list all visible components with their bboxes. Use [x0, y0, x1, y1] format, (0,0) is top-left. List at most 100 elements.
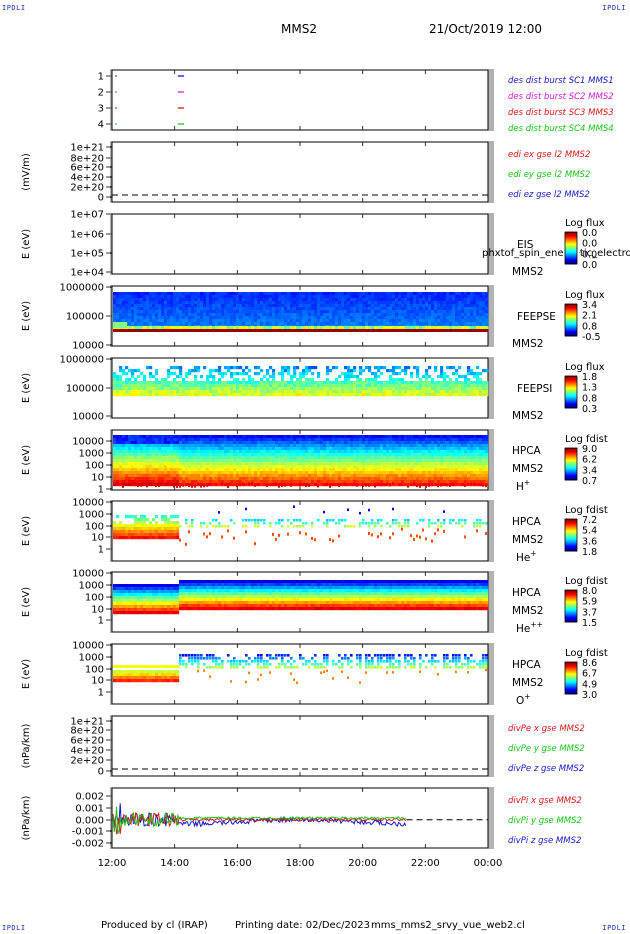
heatmap-cell: [179, 387, 183, 391]
heatmap-cell: [425, 387, 429, 391]
heatmap-cell: [164, 456, 168, 460]
heatmap-cell: [161, 387, 165, 391]
heatmap-cell: [482, 326, 486, 330]
heatmap-cell: [149, 319, 153, 323]
heatmap-cell: [473, 322, 477, 326]
heatmap-cell: [347, 366, 351, 370]
colorbar-cell: [565, 393, 577, 395]
heatmap-cell: [182, 301, 186, 305]
heatmap-cell: [428, 295, 432, 299]
heatmap-cell: [293, 322, 297, 326]
heatmap-cell: [347, 372, 351, 376]
colorbar-cell: [565, 232, 577, 234]
heatmap-cell: [485, 292, 489, 296]
heatmap-cell: [374, 477, 378, 481]
heatmap-cell: [215, 482, 217, 486]
heatmap-cell: [143, 301, 147, 305]
heatmap-cell: [236, 474, 240, 478]
heatmap-cell: [365, 378, 369, 382]
heatmap-cell: [299, 307, 303, 311]
heatmap-cell: [224, 366, 228, 370]
heatmap-cell: [485, 322, 489, 326]
heatmap-cell: [482, 387, 486, 391]
heatmap-cell: [455, 369, 459, 373]
heatmap-cell: [287, 322, 291, 326]
heatmap-cell: [341, 390, 345, 394]
heatmap-cell: [128, 447, 132, 451]
heatmap-cell: [383, 322, 387, 326]
colorbar-cell: [565, 240, 577, 242]
heatmap-cell: [230, 329, 234, 332]
heatmap-cell: [164, 384, 168, 388]
heatmap-cell: [116, 465, 120, 469]
heatmap-cell: [329, 387, 333, 391]
heatmap-cell: [347, 375, 351, 379]
heatmap-cell: [248, 298, 252, 302]
colorbar-cell: [565, 246, 577, 248]
heatmap-cell: [200, 387, 204, 391]
heatmap-cell: [218, 435, 222, 439]
heatmap-cell: [194, 304, 198, 308]
heatmap-cell: [155, 307, 159, 311]
heatmap-cell: [452, 295, 456, 299]
heatmap-cell: [323, 471, 327, 475]
heatmap-cell: [323, 387, 327, 391]
heatmap-cell: [263, 298, 267, 302]
heatmap-cell: [326, 304, 330, 308]
colorbar-cell: [565, 255, 577, 257]
heatmap-cell: [266, 465, 270, 469]
heatmap-cell: [296, 292, 300, 296]
heatmap-cell: [485, 384, 489, 388]
heatmap-cell: [425, 381, 429, 385]
heatmap-cell: [203, 468, 207, 472]
heatmap-cell: [305, 313, 309, 317]
heatmap-cell: [431, 319, 435, 323]
heatmap-cell: [293, 387, 297, 391]
colorbar-cell: [565, 260, 577, 262]
heatmap-cell: [353, 459, 357, 463]
heatmap-cell: [350, 329, 354, 332]
heatmap-cell: [470, 313, 474, 317]
heatmap-cell: [335, 378, 339, 382]
heatmap-cell: [254, 465, 258, 469]
heatmap-cell: [272, 310, 276, 314]
heatmap-cell: [293, 465, 297, 469]
heatmap-cell: [122, 453, 126, 457]
heatmap-cell: [125, 381, 129, 385]
colorbar-cell: [565, 319, 577, 321]
heatmap-cell: [221, 459, 225, 463]
heatmap-cell: [245, 483, 249, 487]
heatmap-cell: [116, 387, 120, 391]
heatmap-cell: [137, 387, 141, 391]
heatmap-cell: [248, 450, 252, 454]
colorbar-cell: [565, 329, 577, 331]
heatmap-cell: [248, 301, 252, 305]
heatmap-cell: [338, 456, 342, 460]
heatmap-cell: [170, 326, 174, 330]
heatmap-cell: [392, 366, 396, 370]
heatmap-cell: [134, 301, 138, 305]
heatmap-cell: [299, 322, 303, 326]
heatmap-cell: [272, 304, 276, 308]
heatmap-cell: [329, 468, 333, 472]
heatmap-cell: [155, 462, 159, 466]
heatmap-cell: [251, 474, 255, 478]
heatmap-cell: [224, 447, 228, 451]
heatmap-cell: [308, 292, 312, 296]
heatmap-cell: [164, 329, 168, 332]
heatmap-cell: [143, 292, 147, 296]
heatmap-cell: [209, 369, 213, 373]
heatmap-cell: [332, 384, 336, 388]
heatmap-cell: [140, 301, 144, 305]
heatmap-cell: [182, 468, 186, 472]
heatmap-cell: [371, 390, 375, 394]
heatmap-cell: [122, 307, 126, 311]
heatmap-cell: [386, 471, 390, 475]
heatmap-cell: [239, 393, 243, 397]
colorbar-cell: [565, 458, 577, 460]
heatmap-cell: [467, 393, 471, 397]
heatmap-cell: [203, 316, 207, 320]
heatmap-cell: [164, 310, 168, 314]
heatmap-cell: [368, 477, 372, 481]
heatmap-cell: [386, 480, 390, 484]
